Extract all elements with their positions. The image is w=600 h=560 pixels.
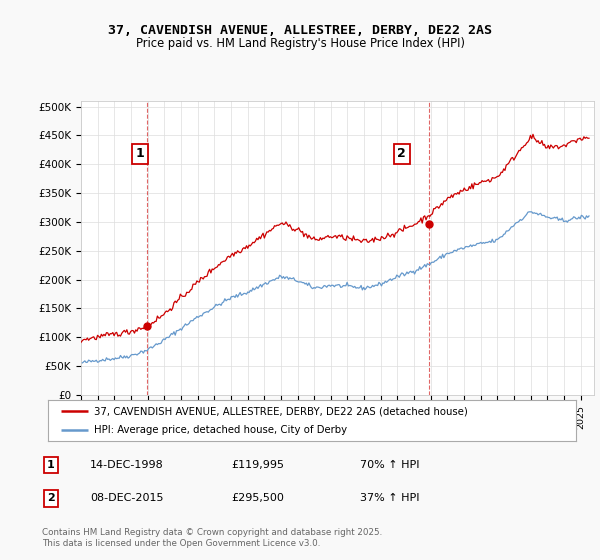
Text: 2: 2 (397, 147, 406, 160)
Text: 37, CAVENDISH AVENUE, ALLESTREE, DERBY, DE22 2AS (detached house): 37, CAVENDISH AVENUE, ALLESTREE, DERBY, … (94, 407, 469, 416)
Text: 37, CAVENDISH AVENUE, ALLESTREE, DERBY, DE22 2AS: 37, CAVENDISH AVENUE, ALLESTREE, DERBY, … (108, 24, 492, 37)
Text: 2: 2 (47, 493, 55, 503)
Text: 14-DEC-1998: 14-DEC-1998 (90, 460, 164, 470)
Text: HPI: Average price, detached house, City of Derby: HPI: Average price, detached house, City… (94, 425, 347, 435)
Text: 08-DEC-2015: 08-DEC-2015 (90, 493, 163, 503)
Text: 1: 1 (136, 147, 145, 160)
Text: Contains HM Land Registry data © Crown copyright and database right 2025.
This d: Contains HM Land Registry data © Crown c… (42, 528, 382, 548)
Text: Price paid vs. HM Land Registry's House Price Index (HPI): Price paid vs. HM Land Registry's House … (136, 37, 464, 50)
Text: 1: 1 (47, 460, 55, 470)
Text: £119,995: £119,995 (231, 460, 284, 470)
Text: 37% ↑ HPI: 37% ↑ HPI (360, 493, 419, 503)
Text: £295,500: £295,500 (231, 493, 284, 503)
Text: 70% ↑ HPI: 70% ↑ HPI (360, 460, 419, 470)
